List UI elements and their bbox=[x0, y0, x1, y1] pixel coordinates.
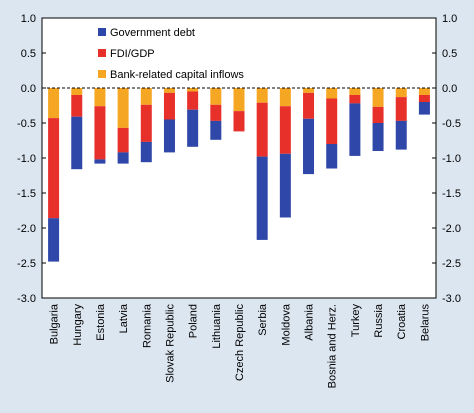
x-tick-label: Estonia bbox=[95, 303, 107, 341]
y-tick-label-left: -0.5 bbox=[17, 118, 36, 130]
bar-bank-related-capital-inflows-estonia bbox=[94, 88, 106, 107]
bar-government-debt-romania bbox=[140, 141, 152, 163]
x-tick-label: Croatia bbox=[396, 303, 408, 339]
legend-label: FDI/GDP bbox=[110, 48, 155, 60]
x-tick-label: Poland bbox=[188, 304, 200, 338]
bar-government-debt-estonia bbox=[94, 159, 106, 164]
y-tick-label-right: -3.0 bbox=[442, 293, 461, 305]
bar-bank-related-capital-inflows-latvia bbox=[117, 88, 129, 128]
bar-bank-related-capital-inflows-hungary bbox=[71, 88, 83, 95]
legend-label: Bank-related capital inflows bbox=[110, 69, 244, 81]
bar-bank-related-capital-inflows-czech-republic bbox=[233, 88, 245, 112]
x-tick-label: Russia bbox=[373, 303, 385, 338]
bar-government-debt-moldova bbox=[279, 153, 291, 218]
legend-label: Government debt bbox=[110, 27, 195, 39]
bar-fdi-gdp-czech-republic bbox=[233, 111, 245, 132]
y-tick-label-left: -1.0 bbox=[17, 153, 36, 165]
x-tick-label: Hungary bbox=[72, 304, 84, 346]
bar-fdi-gdp-russia bbox=[372, 106, 384, 123]
y-tick-label-left: -1.5 bbox=[17, 188, 36, 200]
bar-bank-related-capital-inflows-romania bbox=[140, 88, 152, 105]
x-tick-label: Serbia bbox=[257, 303, 269, 336]
x-tick-label: Latvia bbox=[118, 303, 130, 333]
y-tick-label-left: 0.0 bbox=[21, 83, 36, 95]
y-tick-label-right: -1.5 bbox=[442, 188, 461, 200]
bar-fdi-gdp-bulgaria bbox=[48, 118, 60, 219]
bar-government-debt-turkey bbox=[349, 103, 361, 156]
bar-bank-related-capital-inflows-moldova bbox=[279, 88, 291, 107]
bar-bank-related-capital-inflows-albania bbox=[303, 88, 315, 93]
x-tick-label: Turkey bbox=[350, 304, 362, 338]
bar-government-debt-croatia bbox=[395, 120, 407, 150]
y-tick-label-right: -1.0 bbox=[442, 153, 461, 165]
bar-government-debt-latvia bbox=[117, 152, 129, 164]
bar-government-debt-bulgaria bbox=[48, 218, 60, 262]
legend-swatch bbox=[98, 28, 106, 36]
y-tick-label-left: 1.0 bbox=[21, 13, 36, 25]
plot-area bbox=[42, 18, 436, 298]
bar-fdi-gdp-estonia bbox=[94, 106, 106, 160]
x-tick-label: Czech Republic bbox=[234, 304, 246, 382]
y-tick-label-left: 0.5 bbox=[21, 48, 36, 60]
y-tick-label-right: -2.0 bbox=[442, 223, 461, 235]
x-tick-label: Belarus bbox=[419, 304, 431, 342]
bar-fdi-gdp-bosnia-and-herz- bbox=[326, 98, 338, 144]
bar-bank-related-capital-inflows-serbia bbox=[256, 88, 268, 103]
bar-bank-related-capital-inflows-lithuania bbox=[210, 88, 222, 105]
y-tick-label-right: 0.5 bbox=[442, 48, 457, 60]
bar-government-debt-albania bbox=[303, 118, 315, 175]
legend-swatch bbox=[98, 70, 106, 78]
y-tick-label-right: -2.5 bbox=[442, 258, 461, 270]
bar-fdi-gdp-romania bbox=[140, 104, 152, 142]
x-tick-label: Bosnia and Herz. bbox=[327, 304, 339, 388]
bar-government-debt-poland bbox=[187, 109, 199, 147]
y-tick-label-left: -2.5 bbox=[17, 258, 36, 270]
bar-fdi-gdp-slovak-republic bbox=[163, 92, 175, 120]
bar-fdi-gdp-turkey bbox=[349, 95, 361, 104]
bar-government-debt-belarus bbox=[418, 102, 430, 115]
bar-fdi-gdp-moldova bbox=[279, 106, 291, 154]
bar-fdi-gdp-hungary bbox=[71, 95, 83, 117]
x-tick-label: Lithuania bbox=[211, 303, 223, 349]
bar-bank-related-capital-inflows-bulgaria bbox=[48, 88, 60, 119]
x-tick-label: Romania bbox=[141, 303, 153, 348]
bar-fdi-gdp-lithuania bbox=[210, 104, 222, 121]
bar-government-debt-slovak-republic bbox=[163, 119, 175, 153]
bar-fdi-gdp-poland bbox=[187, 91, 199, 110]
y-tick-label-right: 0.0 bbox=[442, 83, 457, 95]
bar-fdi-gdp-belarus bbox=[418, 95, 430, 102]
bar-fdi-gdp-serbia bbox=[256, 102, 268, 157]
x-tick-label: Moldova bbox=[280, 303, 292, 345]
bar-fdi-gdp-latvia bbox=[117, 127, 129, 153]
bar-government-debt-hungary bbox=[71, 116, 83, 170]
bar-government-debt-bosnia-and-herz- bbox=[326, 144, 338, 169]
legend-swatch bbox=[98, 49, 106, 57]
x-tick-label: Albania bbox=[304, 303, 316, 341]
bar-government-debt-lithuania bbox=[210, 120, 222, 140]
bar-fdi-gdp-croatia bbox=[395, 97, 407, 121]
bar-bank-related-capital-inflows-slovak-republic bbox=[163, 88, 175, 93]
bar-bank-related-capital-inflows-poland bbox=[187, 88, 199, 92]
x-tick-label: Slovak Republic bbox=[165, 304, 177, 383]
bar-bank-related-capital-inflows-croatia bbox=[395, 88, 407, 98]
y-tick-label-right: -0.5 bbox=[442, 118, 461, 130]
x-tick-label: Bulgaria bbox=[49, 303, 61, 344]
y-tick-label-right: 1.0 bbox=[442, 13, 457, 25]
bar-government-debt-russia bbox=[372, 123, 384, 151]
bar-bank-related-capital-inflows-bosnia-and-herz- bbox=[326, 88, 338, 99]
bar-fdi-gdp-albania bbox=[303, 92, 315, 119]
bar-government-debt-serbia bbox=[256, 156, 268, 240]
bar-bank-related-capital-inflows-belarus bbox=[418, 88, 430, 95]
bar-bank-related-capital-inflows-turkey bbox=[349, 88, 361, 95]
y-tick-label-left: -2.0 bbox=[17, 223, 36, 235]
y-tick-label-left: -3.0 bbox=[17, 293, 36, 305]
bar-bank-related-capital-inflows-russia bbox=[372, 88, 384, 107]
